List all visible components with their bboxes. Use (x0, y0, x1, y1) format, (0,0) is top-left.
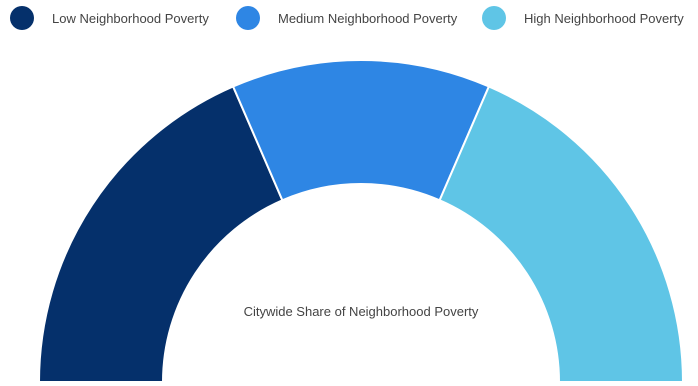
chart-legend: Low Neighborhood Poverty Medium Neighbor… (0, 0, 698, 36)
donut-slices (37, 59, 685, 383)
legend-label-high: High Neighborhood Poverty (524, 10, 684, 26)
legend-item-medium[interactable]: Medium Neighborhood Poverty (236, 6, 457, 30)
legend-swatch-low (10, 6, 34, 30)
donut-slice-low[interactable] (37, 85, 284, 383)
legend-label-medium: Medium Neighborhood Poverty (278, 10, 458, 26)
legend-label-low: Low Neighborhood Poverty (52, 10, 209, 26)
donut-slice-high[interactable] (438, 85, 685, 383)
legend-item-high[interactable]: High Neighborhood Poverty (482, 6, 684, 30)
legend-swatch-high (482, 6, 506, 30)
legend-swatch-medium (236, 6, 260, 30)
center-label: Citywide Share of Neighborhood Poverty (244, 304, 479, 319)
legend-item-low[interactable]: Low Neighborhood Poverty (10, 6, 209, 30)
